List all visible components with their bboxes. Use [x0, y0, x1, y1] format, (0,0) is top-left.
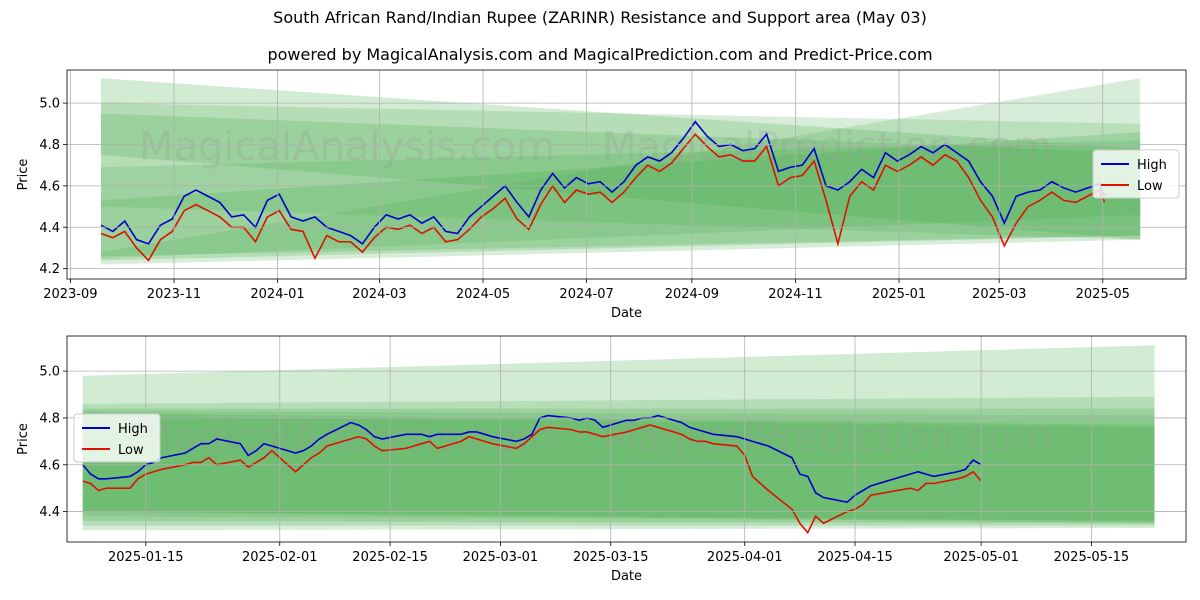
- x-tick-label: 2024-07: [559, 287, 613, 302]
- x-tick-label: 2025-04-15: [817, 550, 893, 565]
- y-tick-label: 4.2: [39, 262, 60, 277]
- chart-panel-1: MagicalAnalysis.com MagicalPrediction.com…: [16, 69, 1187, 321]
- chart-subtitle: powered by MagicalAnalysis.com and Magic…: [267, 45, 933, 64]
- band-4: [100, 140, 1141, 259]
- y-tick-label: 4.8: [39, 138, 60, 153]
- y-tick-label: 4.4: [39, 505, 60, 520]
- chart-panel-2: MagicalAnalysis.com MagicalPrediction.com…: [16, 335, 1187, 584]
- band-6: [100, 78, 1141, 265]
- axes-frame: [66, 69, 1187, 280]
- legend-label-high: High: [1137, 158, 1167, 173]
- x-tick-label: 2024-01: [250, 287, 304, 302]
- x-tick-label: 2024-05: [456, 287, 510, 302]
- axes-frame: [66, 335, 1187, 543]
- x-axis-label: Date: [611, 569, 642, 584]
- y-tick-label: 4.4: [39, 221, 60, 236]
- band-3: [82, 408, 1155, 524]
- x-tick-label: 2025-02-01: [242, 550, 318, 565]
- x-tick-label: 2024-11: [768, 287, 822, 302]
- chart-title: South African Rand/Indian Rupee (ZARINR)…: [273, 8, 927, 27]
- band-2: [82, 396, 1155, 531]
- x-tick-label: 2025-05-01: [943, 550, 1019, 565]
- series-line-low: [82, 424, 982, 535]
- x-tick-label: 2025-05: [1076, 287, 1130, 302]
- legend: High Low: [1092, 149, 1180, 199]
- band-5: [82, 413, 1155, 521]
- x-tick-label: 2025-05-15: [1054, 550, 1130, 565]
- watermark-right: MagicalPrediction.com: [602, 124, 1052, 170]
- legend-label-low: Low: [1137, 179, 1163, 194]
- band-6: [82, 415, 1155, 524]
- watermark-right: MagicalPrediction.com: [602, 415, 1052, 461]
- y-tick-label: 4.8: [39, 411, 60, 426]
- legend-label-high: High: [118, 422, 148, 437]
- band-2: [100, 103, 1141, 240]
- x-tick-label: 2025-01: [872, 287, 926, 302]
- series-line-low: [100, 132, 1106, 262]
- x-tick-label: 2025-03: [972, 287, 1026, 302]
- x-tick-label: 2025-02-15: [352, 550, 428, 565]
- watermark-left: MagicalAnalysis.com: [139, 124, 555, 170]
- y-tick-label: 5.0: [39, 365, 60, 380]
- plot-area: MagicalAnalysis.com MagicalPrediction.com: [82, 345, 1155, 535]
- band-1: [100, 78, 1141, 240]
- y-axis-label: Price: [16, 159, 31, 191]
- x-axis-label: Date: [611, 306, 642, 321]
- plot-area: MagicalAnalysis.com MagicalPrediction.com: [100, 78, 1141, 265]
- x-tick-label: 2023-11: [147, 287, 201, 302]
- x-tick-label: 2025-03-15: [573, 550, 649, 565]
- x-tick-label: 2025-01-15: [108, 550, 184, 565]
- x-tick-label: 2024-03: [352, 287, 406, 302]
- x-tick-label: 2025-04-01: [707, 550, 783, 565]
- x-tick-label: 2024-09: [665, 287, 719, 302]
- legend: High Low: [73, 413, 161, 463]
- y-axis-label: Price: [16, 423, 31, 455]
- x-tick-label: 2023-09: [43, 287, 97, 302]
- series-line-high: [100, 120, 1106, 245]
- y-tick-label: 4.6: [39, 458, 60, 473]
- legend-label-low: Low: [118, 443, 144, 458]
- x-tick-label: 2025-03-01: [463, 550, 539, 565]
- y-tick-label: 5.0: [39, 97, 60, 112]
- series-line-high: [82, 414, 982, 504]
- watermark-left: MagicalAnalysis.com: [139, 415, 555, 461]
- y-tick-label: 4.6: [39, 179, 60, 194]
